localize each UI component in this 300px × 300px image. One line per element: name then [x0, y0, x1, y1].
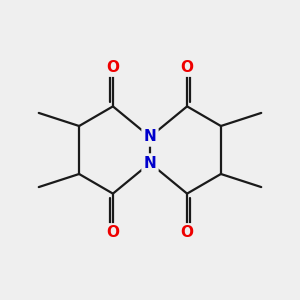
Text: O: O [181, 225, 194, 240]
Text: O: O [181, 60, 194, 75]
Text: N: N [144, 129, 156, 144]
Text: O: O [106, 225, 119, 240]
Text: N: N [144, 156, 156, 171]
Text: O: O [106, 60, 119, 75]
